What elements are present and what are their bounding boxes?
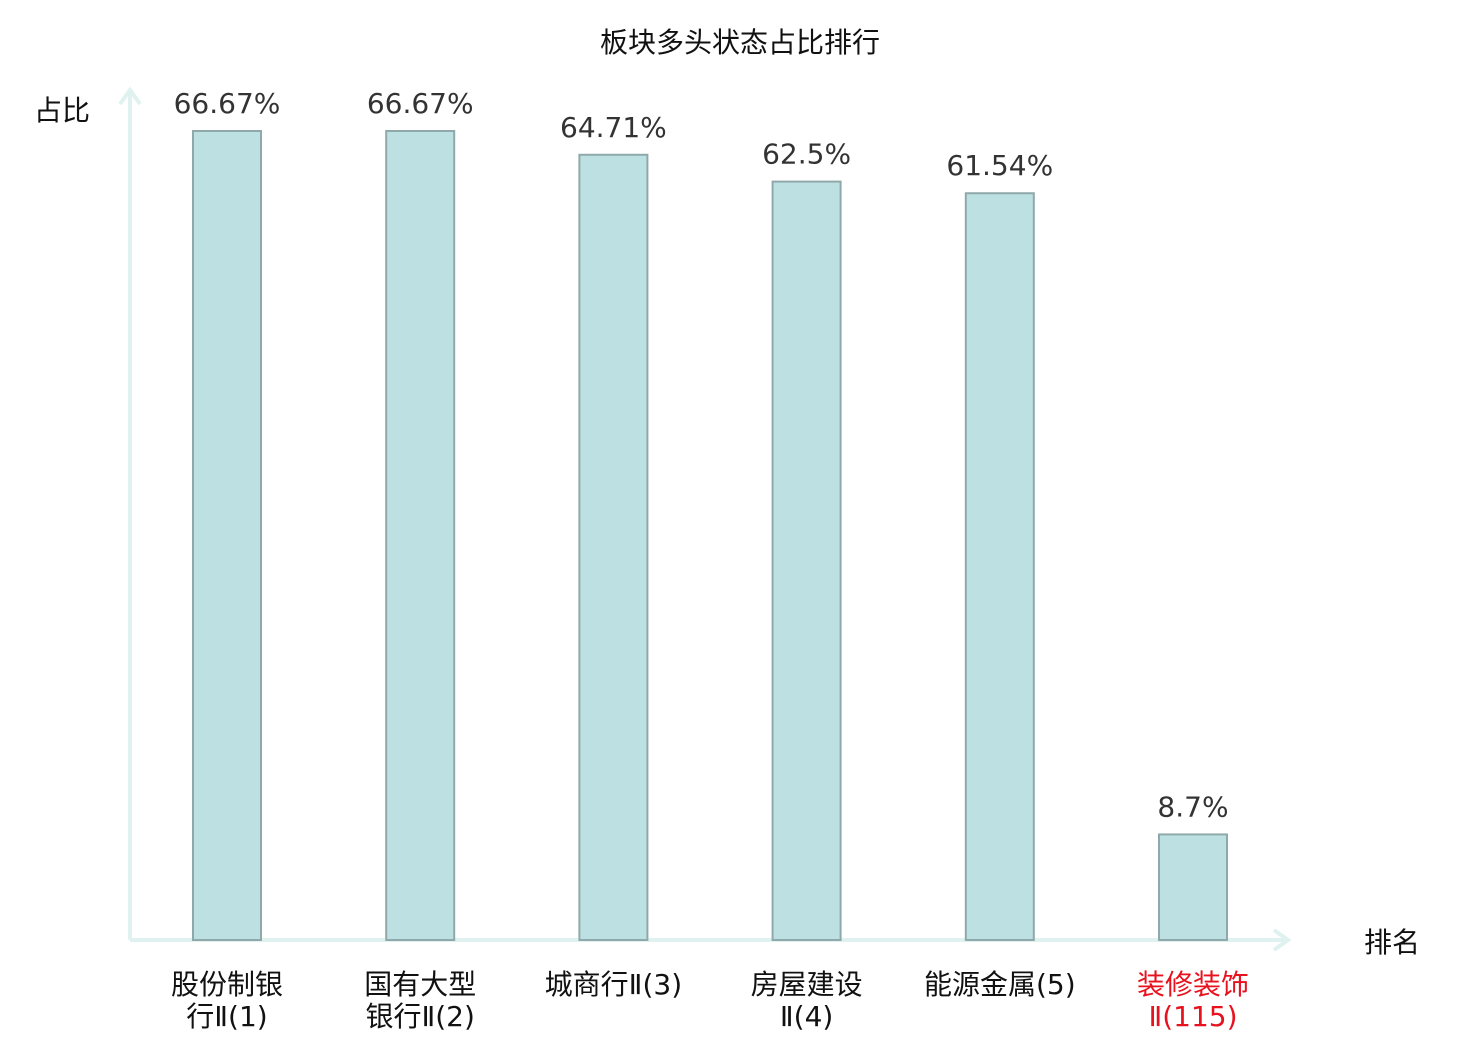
bar [192, 130, 262, 941]
category-label: 房屋建设 [751, 968, 863, 1001]
category-label: Ⅱ(4) [780, 1000, 833, 1033]
category-label: 股份制银 [171, 968, 283, 1001]
category-label: 国有大型 [364, 968, 476, 1001]
bar [771, 180, 842, 942]
category-label: Ⅱ(115) [1148, 1000, 1237, 1033]
category-label: 银行Ⅱ(2) [365, 1000, 474, 1033]
data-label: 66.67% [174, 87, 281, 120]
y-axis-label: 占比 [34, 94, 90, 127]
category-label: 装修装饰 [1137, 968, 1249, 1001]
bar [964, 192, 1035, 941]
x-axis-label: 排名 [1364, 926, 1420, 959]
data-label: 64.71% [560, 111, 667, 144]
category-label: 行Ⅱ(1) [186, 1000, 267, 1033]
bar [385, 130, 456, 941]
data-label: 66.67% [367, 87, 474, 120]
chart-title: 板块多头状态占比排行 [600, 26, 880, 59]
bar [1158, 833, 1228, 942]
category-label: 能源金属(5) [924, 968, 1076, 1001]
data-label: 8.7% [1157, 790, 1228, 823]
data-label: 61.54% [946, 149, 1053, 182]
bar [578, 153, 649, 942]
y-axis-arrow [118, 86, 142, 106]
x-axis-arrow [1272, 928, 1292, 952]
category-label: 城商行Ⅱ(3) [545, 968, 682, 1001]
data-label: 62.5% [762, 138, 851, 171]
